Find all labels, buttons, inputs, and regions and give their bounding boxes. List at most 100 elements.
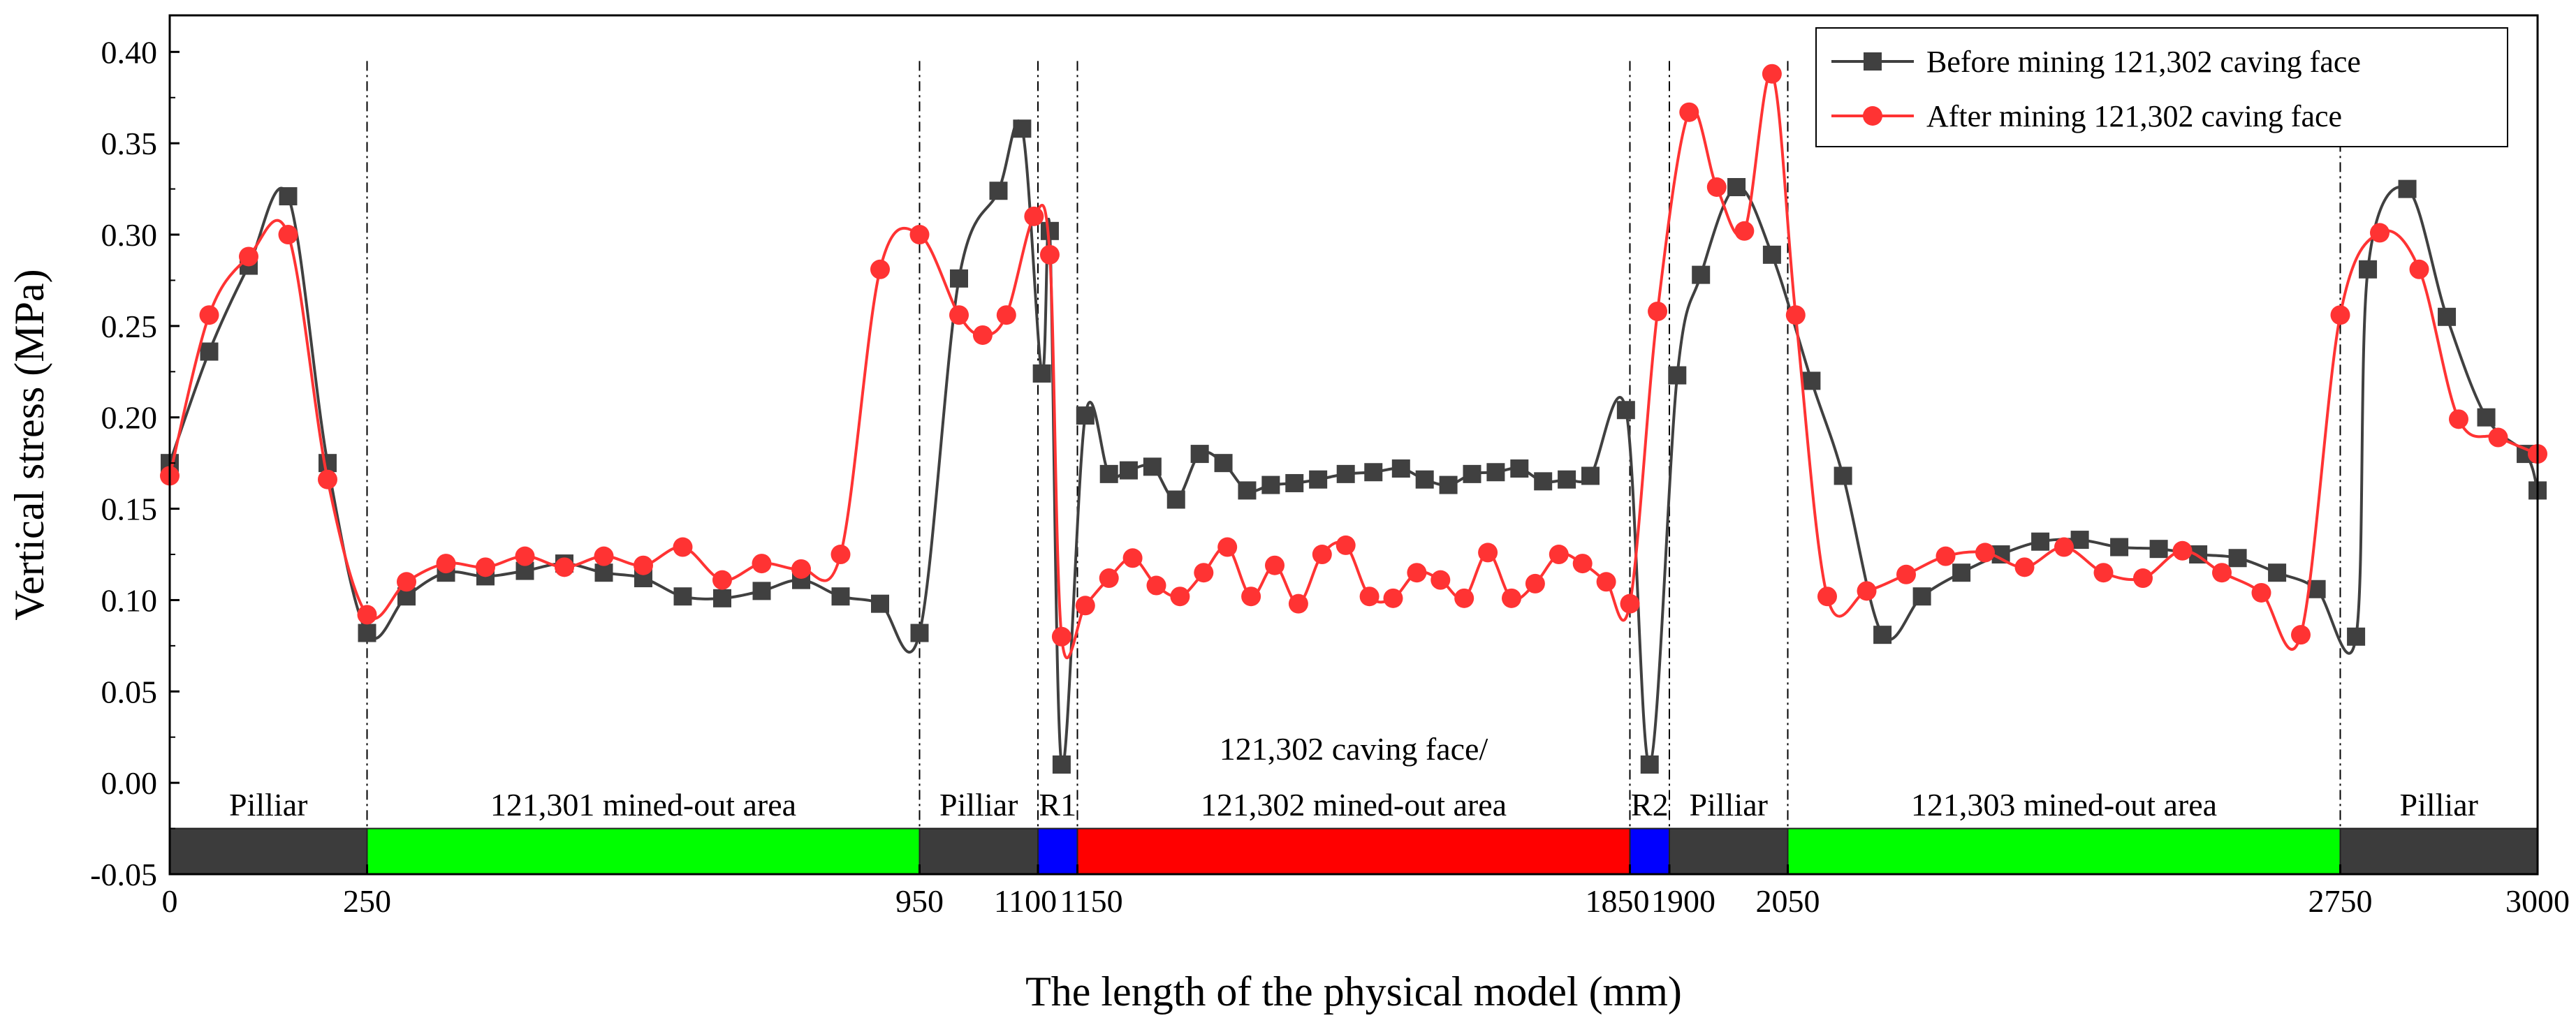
tick-labels: -0.05 0.00 0.05 0.10 0.15 0.20 0.25 0.30 0.35 0.4… xyxy=(90,34,2570,919)
x-tick-label-5: 1850 xyxy=(1586,883,1650,919)
series-1-point-60 xyxy=(1975,543,1995,563)
series-layer xyxy=(160,64,2547,774)
region-label-3: R1 xyxy=(1039,787,1076,823)
series-0-point-65 xyxy=(2228,549,2247,568)
region-label-4-line2: 121,302 mined-out area xyxy=(1201,787,1507,823)
series-1-point-4 xyxy=(318,469,337,489)
series-1-point-27 xyxy=(1099,568,1119,589)
series-0-point-13 xyxy=(673,587,692,606)
series-0-point-55 xyxy=(1834,466,1852,485)
series-1-point-9 xyxy=(515,546,535,566)
series-1-point-32 xyxy=(1217,537,1238,557)
region-bar-2 xyxy=(919,827,1039,875)
series-1-point-42 xyxy=(1454,588,1474,608)
y-tick-label-9: 0.40 xyxy=(101,34,158,70)
series-1-point-5 xyxy=(357,605,377,625)
region-label-8: Pilliar xyxy=(2400,787,2478,823)
series-1-point-43 xyxy=(1478,543,1498,563)
series-0-point-61 xyxy=(2070,531,2089,550)
series-1-point-55 xyxy=(1785,305,1806,325)
series-1-point-15 xyxy=(752,554,772,574)
series-1-point-26 xyxy=(1075,596,1095,616)
series-0-point-63 xyxy=(2149,540,2168,559)
y-tick-label-3: 0.10 xyxy=(101,582,158,618)
series-0-point-47 xyxy=(1581,466,1600,485)
series-0-point-29 xyxy=(1143,457,1162,476)
series-0-point-15 xyxy=(752,582,771,600)
series-1-point-49 xyxy=(1620,593,1640,614)
series-0-point-60 xyxy=(2031,532,2050,551)
plot-frame xyxy=(168,14,2539,876)
region-bar-0 xyxy=(169,827,368,875)
x-tick-label-1: 250 xyxy=(343,883,391,919)
series-1-point-18 xyxy=(870,259,890,279)
series-0-point-26 xyxy=(1076,406,1095,425)
series-1-point-11 xyxy=(594,546,614,566)
y-tick-label-0: -0.05 xyxy=(90,857,157,892)
x-tick-label-3: 1100 xyxy=(994,883,1057,919)
series-0-point-71 xyxy=(2438,307,2457,326)
series-0-point-52 xyxy=(1727,178,1746,196)
region-bars xyxy=(169,827,2538,875)
series-0-point-57 xyxy=(1912,587,1931,606)
region-label-5: R2 xyxy=(1631,787,1669,823)
series-1-point-22 xyxy=(996,305,1016,325)
series-0-point-19 xyxy=(910,624,929,642)
series-0-point-53 xyxy=(1762,245,1781,264)
y-tick-label-8: 0.35 xyxy=(101,126,158,161)
series-0-point-32 xyxy=(1214,454,1233,473)
series-0-point-66 xyxy=(2268,563,2287,582)
series-1-point-19 xyxy=(909,225,930,245)
legend-label-0: Before mining 121,302 caving face xyxy=(1926,45,2361,79)
legend: Before mining 121,302 caving face After m… xyxy=(1815,27,2508,147)
series-0-point-49 xyxy=(1640,755,1659,774)
series-1-point-54 xyxy=(1762,64,1782,84)
series-0-point-42 xyxy=(1463,464,1481,483)
series-1-point-53 xyxy=(1734,221,1755,241)
region-bar-6 xyxy=(1669,827,1789,875)
series-0-point-1 xyxy=(200,342,219,361)
region-labels: Pilliar 121,301 mined-out area Pilliar R1 12… xyxy=(229,731,2478,823)
series-0-point-30 xyxy=(1166,490,1185,509)
region-bar-4 xyxy=(1076,827,1631,875)
series-1-point-48 xyxy=(1596,572,1616,592)
legend-marker-1 xyxy=(1863,106,1882,126)
x-tick-label-0: 0 xyxy=(162,883,178,919)
series-1-point-12 xyxy=(634,555,653,575)
series-1-point-52 xyxy=(1706,177,1727,197)
series-1-point-30 xyxy=(1170,587,1190,607)
series-0-point-50 xyxy=(1668,366,1687,385)
series-0-point-72 xyxy=(2477,408,2496,427)
region-bar-5 xyxy=(1629,827,1670,875)
series-0-point-40 xyxy=(1415,470,1434,489)
series-1-point-36 xyxy=(1312,545,1332,565)
x-tick-label-2: 950 xyxy=(895,883,944,919)
series-1-point-50 xyxy=(1648,301,1668,321)
series-0-point-27 xyxy=(1099,464,1118,483)
series-0-point-51 xyxy=(1692,265,1711,284)
series-0-point-33 xyxy=(1238,481,1257,500)
series-0-point-54 xyxy=(1802,371,1821,390)
series-1-point-8 xyxy=(476,557,495,577)
series-1-point-45 xyxy=(1525,573,1545,593)
region-bar-3 xyxy=(1037,827,1078,875)
series-0-point-43 xyxy=(1486,463,1505,482)
series-1-point-24 xyxy=(1039,244,1060,265)
y-tick-label-5: 0.20 xyxy=(101,400,158,436)
series-0-point-14 xyxy=(713,589,731,607)
series-1-point-1 xyxy=(199,305,219,325)
series-0-point-38 xyxy=(1364,463,1383,482)
series-0-point-5 xyxy=(358,624,376,642)
series-1-point-37 xyxy=(1335,535,1356,555)
series-0-point-25 xyxy=(1052,755,1071,774)
y-tick-label-7: 0.30 xyxy=(101,217,158,253)
series-0-point-62 xyxy=(2110,538,2129,556)
region-label-2: Pilliar xyxy=(939,787,1018,823)
series-1-point-33 xyxy=(1241,587,1261,607)
region-bar-1 xyxy=(366,827,921,875)
axes xyxy=(168,14,2539,876)
series-0-point-36 xyxy=(1309,470,1328,489)
x-tick-label-8: 2750 xyxy=(2308,883,2373,919)
series-1-point-56 xyxy=(1817,587,1837,607)
series-0-point-3 xyxy=(279,187,298,206)
